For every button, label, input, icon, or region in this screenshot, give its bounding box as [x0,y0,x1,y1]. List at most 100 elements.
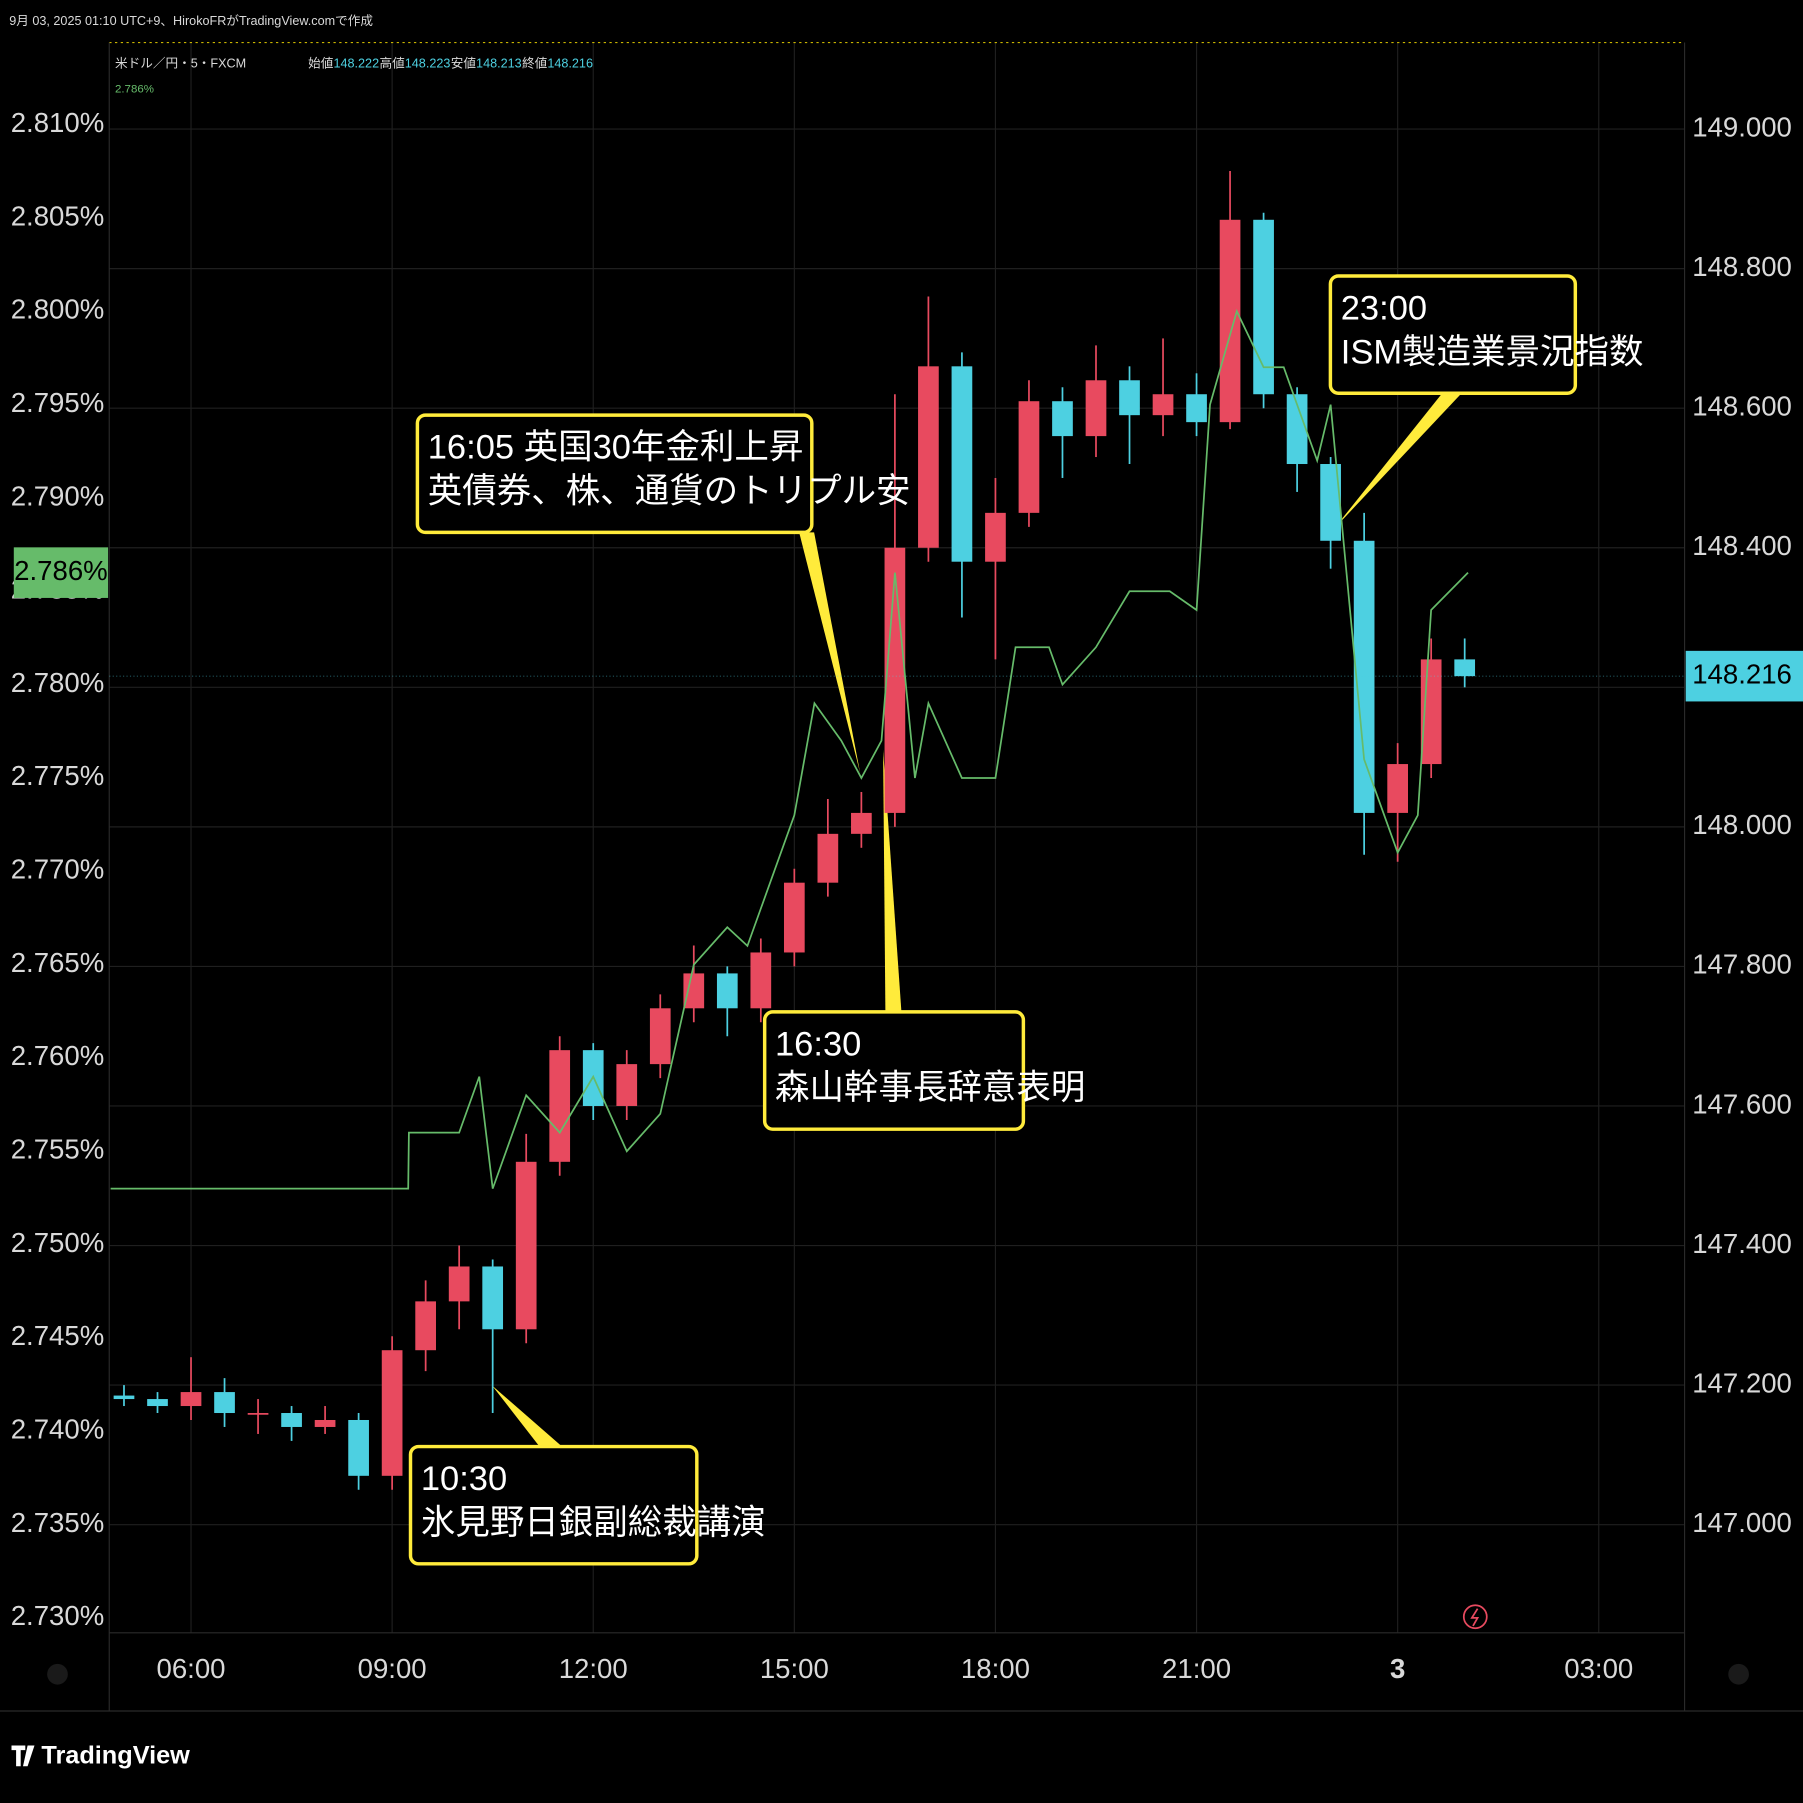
annotation-text: 10:30 [421,1460,507,1498]
candle-body [1454,659,1476,677]
candle-body [750,952,772,1009]
y-tick-label: 2.760% [11,1040,105,1071]
y2-tick-label: 147.400 [1692,1228,1792,1259]
pointer [883,749,902,1014]
candle-body [1085,380,1107,437]
x-tick-label: 03:00 [1564,1653,1633,1684]
candle-body [1052,401,1073,437]
x-tick-label: 09:00 [358,1653,427,1684]
annotation-text: 16:05 英国30年金利上昇 [428,429,804,467]
annotation-text: 森山幹事長辞意表明 [775,1069,1085,1107]
candle-body [348,1419,369,1476]
annotation-text: ISM製造業景況指数 [1341,333,1644,371]
candle-body [918,366,939,548]
candle-body [1219,219,1241,423]
y-tick-label: 2.800% [11,294,105,325]
y-tick-label: 2.750% [11,1227,105,1258]
annotation-text: 英債券、株、通貨のトリプル安 [428,472,911,510]
x-tick-label: 21:00 [1162,1653,1231,1684]
ohlc-label: 終値 [522,56,548,71]
annotation-text: 氷見野日銀副総裁講演 [421,1504,766,1542]
event-icon-bolt [1470,1608,1480,1627]
y-tick-label: 2.810% [11,107,105,138]
annotation-box [415,413,814,535]
candle-body [683,973,705,1009]
candle-body [113,1395,135,1400]
pointer [799,532,861,773]
x-tick-label: 18:00 [961,1653,1030,1684]
a-button[interactable] [1728,1663,1749,1685]
candle-body [281,1413,302,1427]
candle-body [817,833,839,883]
candle-body [415,1301,436,1351]
candle-body [1253,219,1274,395]
last-price-label: 148.216 [1692,658,1792,689]
candle-body [549,1050,571,1162]
candle-body [1152,394,1174,416]
candle-body [649,1008,671,1065]
candle-body [247,1413,269,1415]
candle-body [716,973,738,1009]
last-yield-label: 2.786% [14,555,108,586]
y2-tick-label: 147.800 [1692,949,1792,980]
ohlc-value: 148.213 [476,57,522,71]
y2-tick-label: 148.400 [1692,530,1792,561]
brand: TradingView [41,1742,190,1770]
y-tick-label: 2.795% [11,387,105,418]
annotation-pointers [492,392,1463,1448]
ohlc-label: 始値 [308,56,334,71]
watermark: 9月 03, 2025 01:10 UTC+9、HirokoFRがTrading… [9,14,373,28]
candle-body [1018,401,1040,513]
y-tick-label: 2.740% [11,1414,105,1445]
candle-body [851,812,872,834]
candle-body [515,1161,537,1330]
last-price-box [1685,650,1803,702]
candle-body [180,1392,202,1407]
candle-body [448,1266,470,1302]
candle-body [1353,540,1375,813]
pointer [1333,392,1463,529]
ohlc-value: 148.216 [547,57,593,71]
candle-body [985,512,1006,562]
y-tick-label: 2.745% [11,1320,105,1351]
y2-tick-label: 149.000 [1692,111,1792,142]
candle-body [147,1399,168,1407]
last-yield-box [13,547,109,598]
y2-tick-label: 147.000 [1692,1507,1792,1538]
y-tick-label: 2.780% [11,667,105,698]
annotation-text: 23:00 [1341,290,1427,328]
line-legend-value: 2.786% [115,84,154,96]
candle-body [1286,394,1308,465]
y2-tick-label: 148.000 [1692,809,1792,840]
z-button[interactable] [47,1663,68,1685]
y-tick-label: 2.790% [11,480,105,511]
y-tick-label: 2.765% [11,947,105,978]
candle-body [1387,764,1409,813]
candle-body [314,1419,336,1427]
ohlc-value: 148.223 [405,57,451,71]
x-tick-label: 3 [1390,1653,1405,1684]
annotation-text: 16:30 [775,1025,861,1063]
candle-body [381,1350,403,1476]
candle-body [1119,380,1140,416]
y-tick-label: 2.730% [11,1600,105,1631]
y-tick-label: 2.755% [11,1134,105,1165]
x-tick-label: 15:00 [760,1653,829,1684]
x-tick-label: 12:00 [559,1653,628,1684]
candle-body [1320,464,1341,541]
candle-body [1186,394,1207,423]
ohlc-value: 148.222 [333,57,379,71]
brand-logo [11,1745,35,1767]
y2-tick-label: 148.800 [1692,251,1792,282]
legend-title: 米ドル／円・5・FXCM [115,57,246,71]
annotation-box [1328,274,1578,395]
yield-line [110,308,1469,1190]
ohlc-label: 高値 [379,56,405,71]
y2-tick-label: 147.600 [1692,1088,1792,1119]
candle-body [214,1392,235,1414]
y2-tick-label: 148.600 [1692,390,1792,421]
event-icon[interactable] [1462,1604,1488,1630]
y2-tick-label: 147.200 [1692,1367,1792,1398]
